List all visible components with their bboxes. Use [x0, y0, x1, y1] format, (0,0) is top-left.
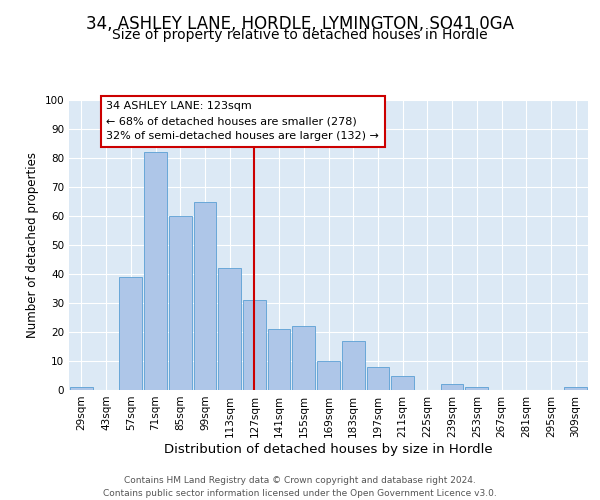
X-axis label: Distribution of detached houses by size in Hordle: Distribution of detached houses by size …	[164, 442, 493, 456]
Bar	[218, 268, 241, 390]
Bar	[169, 216, 191, 390]
Bar	[243, 300, 266, 390]
Bar	[292, 326, 315, 390]
Y-axis label: Number of detached properties: Number of detached properties	[26, 152, 39, 338]
Text: Size of property relative to detached houses in Hordle: Size of property relative to detached ho…	[112, 28, 488, 42]
Text: 34 ASHLEY LANE: 123sqm
← 68% of detached houses are smaller (278)
32% of semi-de: 34 ASHLEY LANE: 123sqm ← 68% of detached…	[106, 102, 379, 141]
Bar	[317, 361, 340, 390]
Text: 34, ASHLEY LANE, HORDLE, LYMINGTON, SO41 0GA: 34, ASHLEY LANE, HORDLE, LYMINGTON, SO41…	[86, 15, 514, 33]
Bar	[194, 202, 216, 390]
Bar	[441, 384, 463, 390]
Bar	[268, 329, 290, 390]
Bar	[367, 367, 389, 390]
Bar	[144, 152, 167, 390]
Bar	[391, 376, 414, 390]
Bar	[70, 387, 93, 390]
Bar	[342, 340, 365, 390]
Bar	[564, 387, 587, 390]
Text: Contains HM Land Registry data © Crown copyright and database right 2024.
Contai: Contains HM Land Registry data © Crown c…	[103, 476, 497, 498]
Bar	[466, 387, 488, 390]
Bar	[119, 277, 142, 390]
